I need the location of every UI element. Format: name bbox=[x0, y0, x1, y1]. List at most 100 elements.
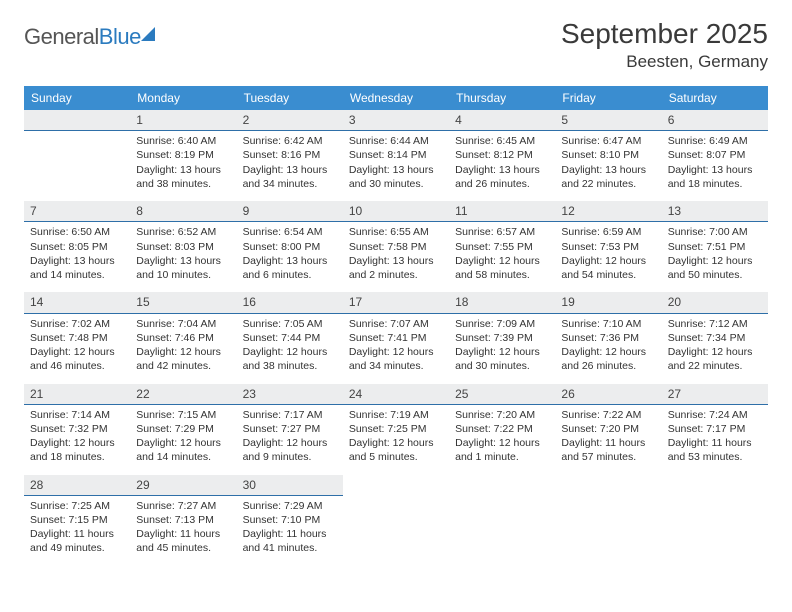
cell-line: Daylight: 13 hours bbox=[561, 163, 655, 177]
cell-line: Daylight: 12 hours bbox=[561, 345, 655, 359]
calendar-cell: 14Sunrise: 7:02 AMSunset: 7:48 PMDayligh… bbox=[24, 292, 130, 383]
calendar-week-row: 7Sunrise: 6:50 AMSunset: 8:05 PMDaylight… bbox=[24, 201, 768, 292]
cell-line: Daylight: 13 hours bbox=[455, 163, 549, 177]
day-number-bar: 10 bbox=[343, 201, 449, 222]
calendar-cell: 29Sunrise: 7:27 AMSunset: 7:13 PMDayligh… bbox=[130, 475, 236, 566]
cell-line: and 49 minutes. bbox=[30, 541, 124, 555]
cell-line: Daylight: 11 hours bbox=[561, 436, 655, 450]
calendar-cell: 27Sunrise: 7:24 AMSunset: 7:17 PMDayligh… bbox=[662, 384, 768, 475]
cell-body: Sunrise: 7:14 AMSunset: 7:32 PMDaylight:… bbox=[24, 405, 130, 475]
cell-line: Sunrise: 7:14 AM bbox=[30, 408, 124, 422]
cell-body: Sunrise: 6:55 AMSunset: 7:58 PMDaylight:… bbox=[343, 222, 449, 292]
cell-line: Sunrise: 6:59 AM bbox=[561, 225, 655, 239]
cell-line: and 9 minutes. bbox=[243, 450, 337, 464]
cell-line: and 42 minutes. bbox=[136, 359, 230, 373]
day-number-bar: 6 bbox=[662, 110, 768, 131]
cell-body bbox=[24, 131, 130, 201]
day-number-bar: 8 bbox=[130, 201, 236, 222]
day-number-bar: 9 bbox=[237, 201, 343, 222]
cell-line: Sunset: 8:12 PM bbox=[455, 148, 549, 162]
cell-line: and 58 minutes. bbox=[455, 268, 549, 282]
cell-line: and 30 minutes. bbox=[349, 177, 443, 191]
day-header: Saturday bbox=[662, 86, 768, 110]
cell-line: and 53 minutes. bbox=[668, 450, 762, 464]
cell-body: Sunrise: 7:22 AMSunset: 7:20 PMDaylight:… bbox=[555, 405, 661, 475]
cell-line: Sunset: 7:17 PM bbox=[668, 422, 762, 436]
cell-line: Daylight: 11 hours bbox=[30, 527, 124, 541]
cell-body: Sunrise: 6:40 AMSunset: 8:19 PMDaylight:… bbox=[130, 131, 236, 201]
day-header: Sunday bbox=[24, 86, 130, 110]
cell-line: Sunrise: 7:24 AM bbox=[668, 408, 762, 422]
cell-line: Sunrise: 7:17 AM bbox=[243, 408, 337, 422]
cell-line: Daylight: 12 hours bbox=[455, 254, 549, 268]
cell-line: Daylight: 13 hours bbox=[349, 254, 443, 268]
cell-body: Sunrise: 7:02 AMSunset: 7:48 PMDaylight:… bbox=[24, 314, 130, 384]
cell-line: Sunrise: 7:15 AM bbox=[136, 408, 230, 422]
cell-line: Sunrise: 7:05 AM bbox=[243, 317, 337, 331]
cell-line: Sunset: 8:03 PM bbox=[136, 240, 230, 254]
cell-line: Sunset: 7:25 PM bbox=[349, 422, 443, 436]
cell-body: Sunrise: 7:24 AMSunset: 7:17 PMDaylight:… bbox=[662, 405, 768, 475]
cell-line: and 5 minutes. bbox=[349, 450, 443, 464]
cell-line: and 22 minutes. bbox=[561, 177, 655, 191]
calendar-week-row: 14Sunrise: 7:02 AMSunset: 7:48 PMDayligh… bbox=[24, 292, 768, 383]
cell-line: Daylight: 12 hours bbox=[30, 345, 124, 359]
day-number-bar: 15 bbox=[130, 292, 236, 313]
calendar-cell bbox=[449, 475, 555, 566]
calendar-cell: 16Sunrise: 7:05 AMSunset: 7:44 PMDayligh… bbox=[237, 292, 343, 383]
cell-body: Sunrise: 7:29 AMSunset: 7:10 PMDaylight:… bbox=[237, 496, 343, 566]
day-number-bar: 22 bbox=[130, 384, 236, 405]
cell-line: Sunset: 7:46 PM bbox=[136, 331, 230, 345]
day-number-bar: 16 bbox=[237, 292, 343, 313]
cell-line: Daylight: 13 hours bbox=[349, 163, 443, 177]
cell-line: Sunset: 7:48 PM bbox=[30, 331, 124, 345]
cell-line: Sunset: 7:44 PM bbox=[243, 331, 337, 345]
cell-body: Sunrise: 6:59 AMSunset: 7:53 PMDaylight:… bbox=[555, 222, 661, 292]
cell-line: and 45 minutes. bbox=[136, 541, 230, 555]
day-number-bar: 11 bbox=[449, 201, 555, 222]
day-number-bar: 5 bbox=[555, 110, 661, 131]
day-number-bar: 1 bbox=[130, 110, 236, 131]
cell-body: Sunrise: 7:25 AMSunset: 7:15 PMDaylight:… bbox=[24, 496, 130, 566]
cell-line: Sunrise: 6:54 AM bbox=[243, 225, 337, 239]
cell-body: Sunrise: 7:17 AMSunset: 7:27 PMDaylight:… bbox=[237, 405, 343, 475]
cell-body: Sunrise: 7:12 AMSunset: 7:34 PMDaylight:… bbox=[662, 314, 768, 384]
day-number-bar: 21 bbox=[24, 384, 130, 405]
cell-body: Sunrise: 7:05 AMSunset: 7:44 PMDaylight:… bbox=[237, 314, 343, 384]
cell-line: Sunset: 7:51 PM bbox=[668, 240, 762, 254]
calendar-cell: 24Sunrise: 7:19 AMSunset: 7:25 PMDayligh… bbox=[343, 384, 449, 475]
day-number-bar: 30 bbox=[237, 475, 343, 496]
calendar-table: SundayMondayTuesdayWednesdayThursdayFrid… bbox=[24, 86, 768, 566]
calendar-cell: 9Sunrise: 6:54 AMSunset: 8:00 PMDaylight… bbox=[237, 201, 343, 292]
cell-line: and 34 minutes. bbox=[243, 177, 337, 191]
calendar-cell: 12Sunrise: 6:59 AMSunset: 7:53 PMDayligh… bbox=[555, 201, 661, 292]
cell-line: and 6 minutes. bbox=[243, 268, 337, 282]
calendar-cell: 10Sunrise: 6:55 AMSunset: 7:58 PMDayligh… bbox=[343, 201, 449, 292]
cell-line: Sunrise: 7:29 AM bbox=[243, 499, 337, 513]
cell-line: and 30 minutes. bbox=[455, 359, 549, 373]
day-header: Friday bbox=[555, 86, 661, 110]
cell-line: and 34 minutes. bbox=[349, 359, 443, 373]
cell-line: and 14 minutes. bbox=[30, 268, 124, 282]
cell-line: Sunset: 7:58 PM bbox=[349, 240, 443, 254]
cell-line: Sunrise: 6:52 AM bbox=[136, 225, 230, 239]
calendar-cell: 11Sunrise: 6:57 AMSunset: 7:55 PMDayligh… bbox=[449, 201, 555, 292]
day-header: Tuesday bbox=[237, 86, 343, 110]
cell-line: Daylight: 13 hours bbox=[136, 254, 230, 268]
header: GeneralBlue September 2025 Beesten, Germ… bbox=[24, 18, 768, 72]
calendar-cell: 5Sunrise: 6:47 AMSunset: 8:10 PMDaylight… bbox=[555, 110, 661, 201]
cell-line: Daylight: 13 hours bbox=[136, 163, 230, 177]
logo-triangle-icon bbox=[141, 27, 155, 41]
cell-line: Sunrise: 7:02 AM bbox=[30, 317, 124, 331]
cell-line: and 14 minutes. bbox=[136, 450, 230, 464]
cell-body: Sunrise: 6:44 AMSunset: 8:14 PMDaylight:… bbox=[343, 131, 449, 201]
cell-line: and 1 minute. bbox=[455, 450, 549, 464]
cell-line: Sunrise: 6:44 AM bbox=[349, 134, 443, 148]
cell-line: Sunset: 7:10 PM bbox=[243, 513, 337, 527]
cell-line: Daylight: 12 hours bbox=[136, 436, 230, 450]
cell-line: Sunset: 8:10 PM bbox=[561, 148, 655, 162]
cell-line: Sunset: 7:13 PM bbox=[136, 513, 230, 527]
cell-line: Sunset: 7:36 PM bbox=[561, 331, 655, 345]
cell-line: and 50 minutes. bbox=[668, 268, 762, 282]
day-number-bar: 24 bbox=[343, 384, 449, 405]
